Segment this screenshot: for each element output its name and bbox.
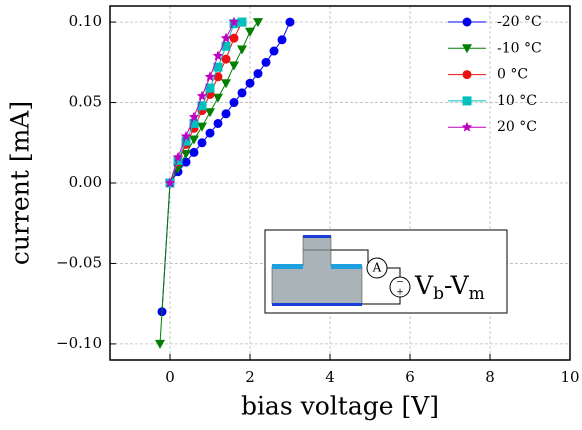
sub: b	[433, 284, 444, 304]
axes-frame	[109, 5, 571, 361]
marker	[221, 41, 231, 51]
marker	[189, 118, 199, 128]
x-tick-label: 10	[560, 368, 579, 386]
wire	[331, 249, 369, 268]
legend-label: -20 °C	[497, 14, 542, 30]
marker	[253, 69, 263, 79]
marker	[213, 118, 223, 128]
marker	[229, 33, 239, 43]
layer	[331, 264, 362, 269]
marker	[237, 17, 247, 27]
y-tick-label: −0.10	[56, 334, 102, 352]
x-tick-label: 2	[245, 368, 255, 386]
marker	[221, 54, 231, 64]
marker	[197, 138, 207, 148]
contact-bottom	[272, 303, 362, 306]
marker	[172, 151, 184, 162]
x-tick-label: 0	[165, 368, 175, 386]
marker	[189, 147, 199, 157]
marker	[181, 150, 191, 160]
marker	[205, 128, 215, 138]
marker	[462, 17, 472, 27]
marker	[197, 122, 207, 132]
marker	[245, 78, 255, 88]
marker	[213, 62, 223, 72]
marker	[461, 121, 473, 132]
marker	[229, 98, 239, 108]
marker	[164, 177, 176, 188]
x-axis-label: bias voltage [V]	[241, 392, 439, 421]
marker	[205, 83, 215, 93]
marker	[253, 18, 263, 28]
marker	[220, 32, 232, 43]
contact-top	[303, 235, 331, 238]
marker	[221, 109, 231, 119]
legend-label: 10 °C	[497, 93, 537, 109]
marker	[277, 35, 287, 45]
marker	[462, 44, 472, 54]
v: -V	[444, 271, 470, 300]
inset: A − + Vb-Vm	[264, 229, 508, 314]
marker	[229, 61, 239, 71]
marker	[196, 90, 208, 101]
marker	[205, 108, 215, 118]
sub: m	[469, 284, 485, 304]
marker	[188, 111, 200, 122]
ammeter	[366, 257, 388, 279]
voltage-label: Vb-Vm	[414, 271, 485, 304]
marker	[197, 101, 207, 111]
y-tick-label: 0.00	[69, 173, 102, 191]
marker	[180, 130, 192, 141]
source-plus: +	[396, 288, 404, 298]
y-tick-label: −0.05	[56, 253, 102, 271]
marker	[173, 155, 183, 165]
series-line	[169, 21, 243, 184]
marker	[204, 71, 216, 82]
marker	[462, 70, 472, 80]
source-minus: −	[396, 278, 404, 288]
plot	[155, 16, 295, 349]
marker	[212, 50, 224, 61]
x-tick-label: 6	[405, 368, 415, 386]
marker	[228, 16, 240, 27]
marker	[181, 157, 191, 167]
marker	[261, 57, 271, 67]
x-tick-label: 8	[485, 368, 495, 386]
y-axis-label: current [mA]	[6, 101, 35, 265]
marker	[155, 339, 165, 349]
marker	[213, 72, 223, 82]
marker	[245, 27, 255, 37]
legend-label: 20 °C	[497, 119, 537, 135]
x-tick-label: 4	[325, 368, 335, 386]
marker	[237, 88, 247, 98]
marker	[181, 136, 191, 146]
marker	[269, 46, 279, 56]
legend-label: 0 °C	[497, 67, 528, 83]
v: V	[414, 271, 434, 300]
marker	[221, 79, 231, 89]
legend: -20 °C -10 °C 0 °C 10 °C 20 °C	[448, 14, 542, 135]
y-tick-label: 0.05	[69, 93, 102, 111]
layer	[272, 264, 303, 269]
marker	[462, 96, 472, 106]
y-tick-label: 0.10	[69, 12, 102, 30]
legend-label: -10 °C	[497, 40, 542, 56]
voltage-source	[389, 276, 411, 298]
marker	[285, 17, 295, 27]
marker	[237, 45, 247, 55]
marker	[213, 93, 223, 103]
marker	[189, 135, 199, 145]
ammeter-label: A	[372, 261, 382, 275]
